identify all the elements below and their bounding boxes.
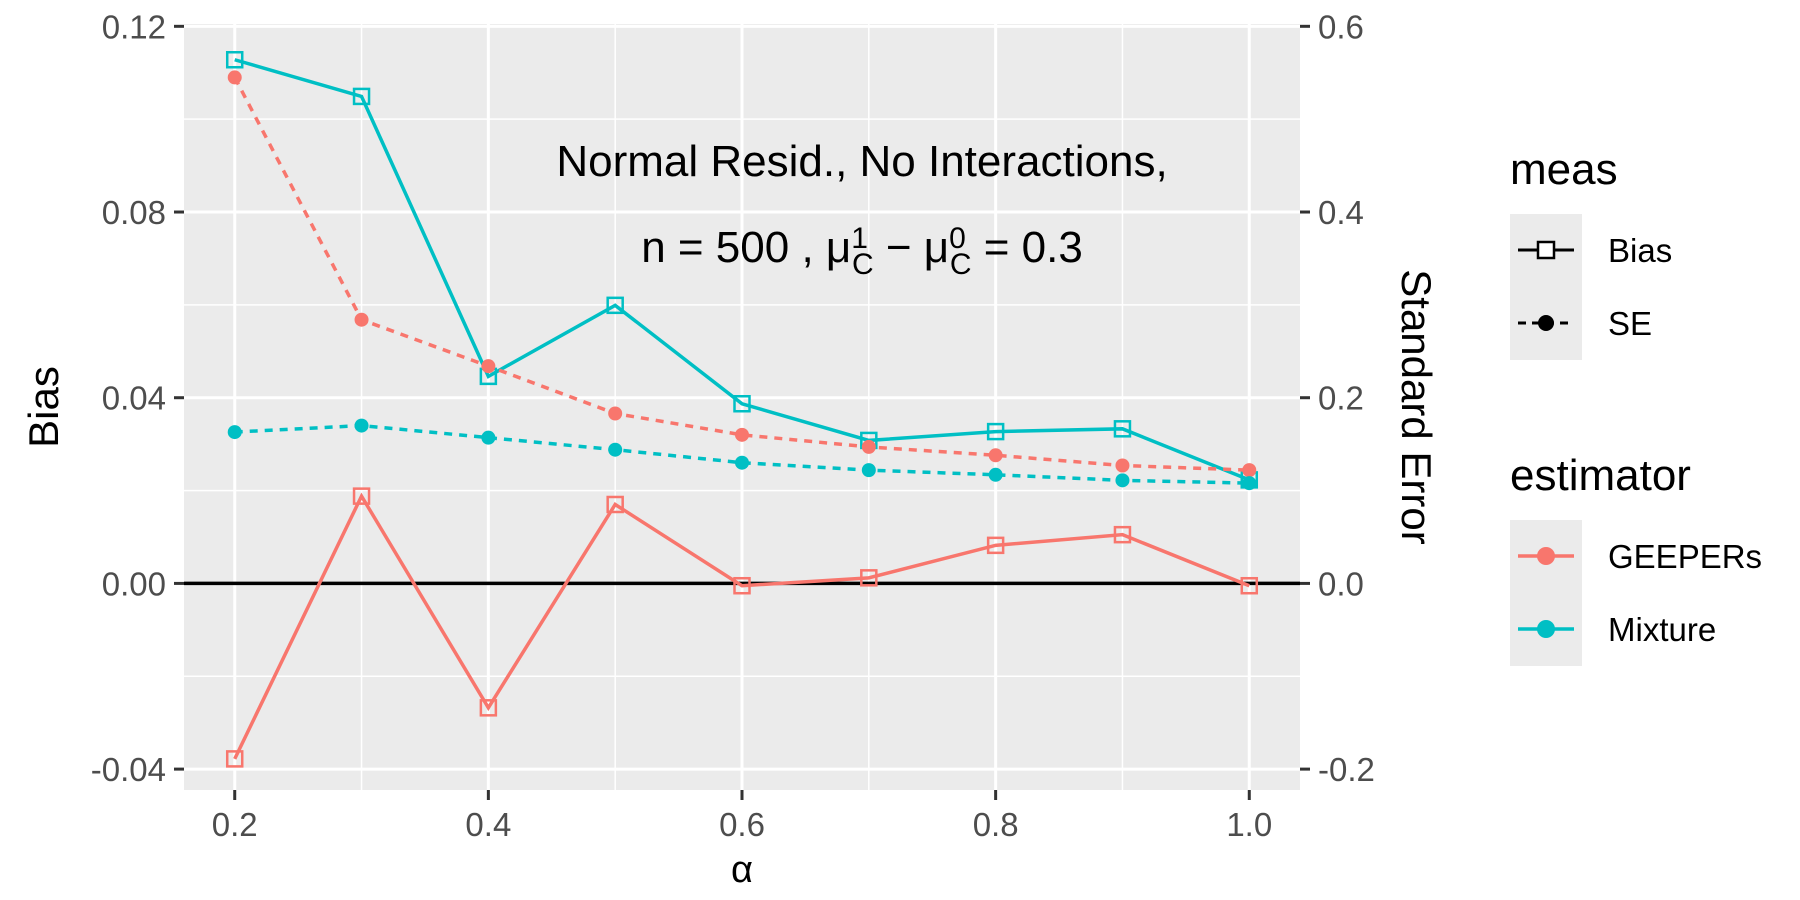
mixture-se-point xyxy=(861,463,876,478)
mixture-se-point xyxy=(608,442,623,457)
geepers-se-point xyxy=(354,312,369,327)
legend-estimator-key-bg xyxy=(1510,520,1582,666)
legend-key-se-marker xyxy=(1538,315,1554,331)
geepers-se-point xyxy=(861,439,876,454)
legend-estimator-label-mixture: Mixture xyxy=(1608,611,1716,648)
geepers-bias-point xyxy=(352,487,371,505)
x-tick-label: 0.2 xyxy=(212,806,258,843)
geepers-bias-point xyxy=(606,495,624,514)
mixture-bias-point xyxy=(225,50,244,69)
legend-estimator-label-geepers: GEEPERs xyxy=(1608,538,1762,575)
geepers-bias-point xyxy=(733,576,751,595)
y-left-tick-label: 0.04 xyxy=(102,380,166,417)
mixture-se-point xyxy=(1242,476,1257,491)
mixture-se-point xyxy=(481,430,496,445)
legend-meas-label-se: SE xyxy=(1608,305,1652,342)
mixture-se-point xyxy=(1115,473,1130,488)
geepers-se-point xyxy=(227,70,242,85)
geepers-bias-point xyxy=(1113,525,1132,544)
mixture-bias-point xyxy=(733,395,751,413)
mixture-se-series xyxy=(227,418,1257,491)
chart-title-line2: n = 500 , μ1 C − μ0 C = 0.3 xyxy=(641,222,1083,281)
series-group xyxy=(225,50,1259,768)
axes: -0.04 0.00 0.04 0.08 0.12 -0.2 0.0 0.2 0.4 0.6 0.2… xyxy=(91,8,1375,843)
geepers-se-point xyxy=(735,427,749,442)
geepers-se-series xyxy=(227,70,1257,478)
chart-title-line1: Normal Resid., No Interactions, xyxy=(556,137,1167,186)
geepers-se-point xyxy=(608,406,623,421)
geepers-bias-point xyxy=(860,569,878,587)
legend-key-geepers-marker xyxy=(1537,547,1555,565)
geepers-se-point xyxy=(481,359,496,374)
geepers-bias-point xyxy=(225,750,244,768)
y-axis-label-left: Bias xyxy=(20,366,67,448)
geepers-se-point xyxy=(1242,463,1257,478)
legend-key-mixture-marker xyxy=(1537,620,1555,638)
legend-meas-title: meas xyxy=(1510,145,1618,194)
geepers-bias-point xyxy=(479,699,498,717)
geepers-bias-point xyxy=(986,536,1005,555)
x-tick-label: 1.0 xyxy=(1226,806,1272,843)
mixture-se-point xyxy=(988,467,1003,482)
legend-meas-key-bg xyxy=(1510,214,1582,360)
mixture-bias-point xyxy=(352,87,371,106)
geepers-bias-series xyxy=(225,487,1259,768)
mixture-se-point xyxy=(354,418,369,433)
y-right-tick-label: 0.2 xyxy=(1318,380,1364,417)
y-left-tick-label: 0.08 xyxy=(102,194,166,231)
y-left-tick-label: -0.04 xyxy=(91,751,166,788)
legend-meas-label-bias: Bias xyxy=(1608,232,1672,269)
y-axis-label-right: Standard Error xyxy=(1393,269,1440,544)
y-right-tick-label: 0.4 xyxy=(1318,194,1364,231)
mixture-bias-series xyxy=(225,50,1259,489)
legend-estimator-title: estimator xyxy=(1510,451,1691,500)
mixture-se-point xyxy=(735,455,749,470)
legend: meas estimator Bias SE GEEPERs Mixture xyxy=(1510,145,1762,666)
geepers-se-point xyxy=(1115,458,1130,473)
geepers-se-line xyxy=(233,76,1250,472)
mixture-se-line xyxy=(234,423,1250,485)
x-axis-label: α xyxy=(731,849,753,891)
mixture-bias-line xyxy=(234,58,1250,482)
x-tick-label: 0.8 xyxy=(973,806,1019,843)
mixture-se-point xyxy=(227,425,242,440)
x-tick-label: 0.6 xyxy=(719,806,765,843)
geepers-bias-point xyxy=(1240,576,1259,595)
legend-key-bias-marker xyxy=(1536,240,1556,260)
y-right-tick-label: 0.6 xyxy=(1318,8,1364,45)
geepers-se-point xyxy=(988,448,1003,463)
y-right-tick-label: 0.0 xyxy=(1318,565,1364,602)
mixture-bias-point xyxy=(606,296,624,315)
y-left-tick-label: 0.12 xyxy=(102,8,166,45)
mixture-bias-point xyxy=(1113,420,1132,438)
mixture-bias-point xyxy=(986,422,1005,441)
geepers-bias-line xyxy=(233,492,1250,760)
x-tick-label: 0.4 xyxy=(465,806,511,843)
y-right-tick-label: -0.2 xyxy=(1318,751,1375,788)
y-left-tick-label: 0.00 xyxy=(102,565,166,602)
